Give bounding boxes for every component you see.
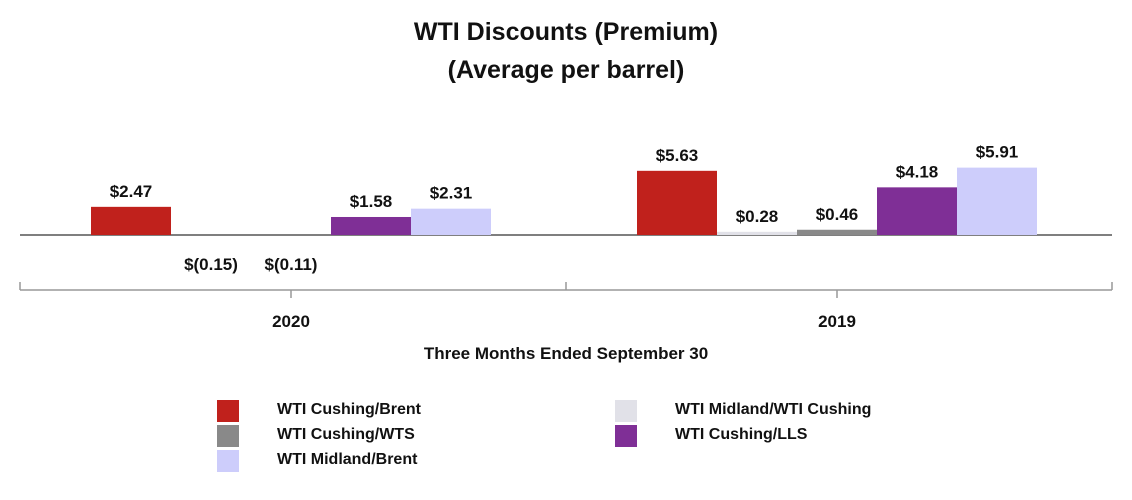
category-label: 2020 bbox=[272, 312, 310, 331]
legend-swatch bbox=[217, 400, 239, 422]
data-label: $1.58 bbox=[350, 192, 393, 211]
data-label: $2.47 bbox=[110, 182, 153, 201]
data-label: $4.18 bbox=[896, 162, 939, 181]
data-label: $2.31 bbox=[430, 184, 473, 203]
bar bbox=[717, 231, 797, 235]
legend-swatch bbox=[217, 425, 239, 447]
chart-title: WTI Discounts (Premium) bbox=[413, 18, 719, 46]
bar bbox=[91, 206, 171, 235]
data-label: $(0.15) bbox=[184, 255, 238, 274]
bar bbox=[877, 187, 957, 235]
category-label: 2019 bbox=[818, 312, 856, 331]
bar bbox=[331, 216, 411, 235]
data-label: $(0.11) bbox=[265, 255, 318, 274]
legend-label: WTI Midland/Brent bbox=[277, 451, 418, 468]
chart-subtitle: (Average per barrel) bbox=[447, 56, 685, 84]
legend-swatch bbox=[615, 400, 637, 422]
data-label: $5.63 bbox=[656, 146, 699, 165]
legend-label: WTI Midland/WTI Cushing bbox=[675, 401, 872, 418]
legend-label: WTI Cushing/LLS bbox=[675, 426, 808, 443]
legend-swatch bbox=[217, 450, 239, 472]
data-label: $0.28 bbox=[736, 207, 779, 226]
data-label: $0.46 bbox=[816, 205, 859, 224]
data-label: $5.91 bbox=[976, 143, 1019, 162]
bar bbox=[957, 167, 1037, 235]
x-axis-label: Three Months Ended September 30 bbox=[424, 344, 708, 363]
bar bbox=[797, 229, 877, 235]
bar bbox=[637, 170, 717, 235]
legend-label: WTI Cushing/Brent bbox=[277, 401, 421, 418]
legend-label: WTI Cushing/WTS bbox=[277, 426, 415, 443]
legend-swatch bbox=[615, 425, 637, 447]
bar bbox=[411, 208, 491, 235]
